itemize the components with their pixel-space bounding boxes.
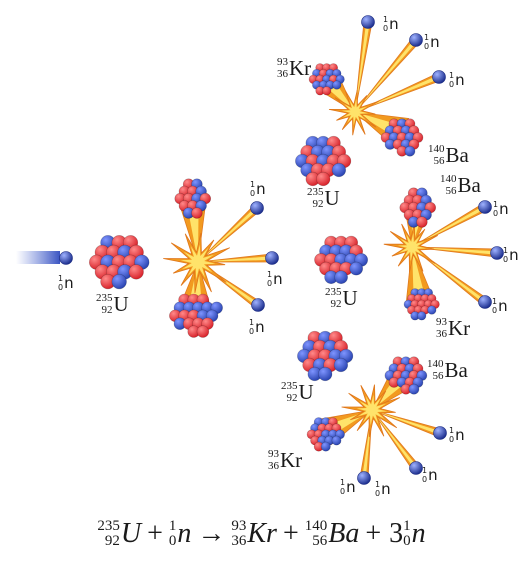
incoming-neutron-trail: [16, 251, 60, 264]
released-neutron: [432, 70, 446, 84]
eq-coefficient: 3: [389, 518, 404, 549]
barium-label: 140 56 Ba: [428, 142, 469, 167]
barium-label: 140 56 Ba: [440, 172, 481, 197]
krypton-fragment: [403, 288, 440, 321]
incoming-neutron: [59, 251, 73, 265]
released-neutron: [490, 246, 504, 260]
krypton-label: 93 36 Kr: [436, 315, 471, 340]
eq-plus: +: [282, 518, 299, 549]
released-neutron: [478, 200, 492, 214]
uranium-label: 235 92 U: [96, 291, 129, 316]
fission-burst: [341, 384, 400, 438]
released-neutron: [409, 33, 423, 47]
barium-fragment: [169, 293, 223, 338]
uranium-label: 235 92 U: [325, 285, 358, 310]
barium-label: 140 56 Ba: [427, 357, 468, 382]
released-neutron: [251, 298, 265, 312]
krypton-label: 93 36 Kr: [268, 447, 303, 472]
eq-barium: 140 56 Ba: [304, 518, 360, 549]
eq-uranium: 235 92 U: [97, 518, 142, 549]
eq-krypton: 93 36 Kr: [231, 518, 277, 549]
krypton-fragment: [306, 417, 345, 452]
released-neutron: [250, 201, 264, 215]
uranium-nucleus: [297, 330, 354, 382]
fission-burst: [163, 232, 230, 293]
eq-arrow: →: [197, 518, 226, 549]
released-neutron: [433, 426, 447, 440]
uranium-label: 235 92 U: [307, 185, 340, 210]
uranium-nucleus: [295, 135, 352, 187]
uranium-nucleus: [88, 235, 150, 290]
krypton-label: 93 36 Kr: [277, 55, 312, 80]
barium-fragment: [384, 356, 428, 395]
neutron-ray: [197, 204, 261, 263]
released-neutron: [478, 295, 492, 309]
released-neutron: [409, 461, 423, 475]
uranium-nucleus: [314, 235, 369, 285]
barium-fragment: [380, 118, 424, 157]
krypton-fragment: [174, 178, 212, 219]
krypton-fragment: [308, 63, 345, 96]
fission-burst: [328, 90, 379, 136]
released-neutron: [265, 251, 279, 265]
fission-burst: [383, 223, 438, 273]
eq-plus: +: [147, 518, 163, 549]
eq-plus: +: [365, 518, 382, 549]
barium-fragment: [399, 187, 436, 228]
uranium-label: 235 92 U: [281, 379, 314, 404]
released-neutron: [361, 15, 375, 29]
released-neutron: [357, 471, 371, 485]
